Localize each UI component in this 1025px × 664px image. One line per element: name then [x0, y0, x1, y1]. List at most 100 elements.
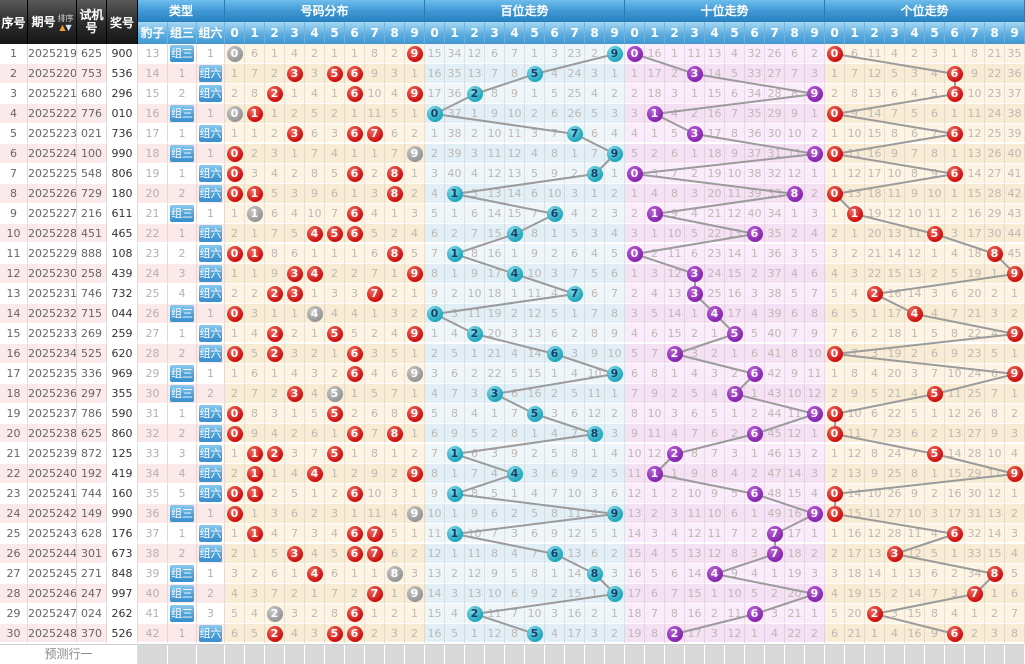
drawn-digit-ball: 7	[366, 546, 383, 562]
type-subheader: 豹子 组三 组六	[138, 22, 225, 44]
zusan-cell: 1	[168, 224, 197, 244]
hun-cell-7: 12	[565, 524, 585, 544]
uni-cell-4: 4	[905, 304, 925, 324]
ten-cell-1: 7	[645, 604, 665, 624]
dist-cell-0: 2	[225, 544, 245, 564]
dist-cell-6: 1	[345, 44, 365, 64]
digit-col-header-4: 4	[905, 22, 925, 44]
uni-cell-5: 6	[925, 344, 945, 364]
hun-cell-0: 15	[425, 44, 445, 64]
ten-cell-9: 3	[805, 204, 825, 224]
dist-cell-6: 6	[345, 604, 365, 624]
zusan-cell: 4	[168, 284, 197, 304]
uni-cell-6: 10	[945, 364, 965, 384]
ten-cell-7: 48	[765, 484, 785, 504]
ten-cell-0: 18	[625, 604, 645, 624]
prize-number-cell: 990	[107, 504, 138, 524]
drawn-digit-ball: 5	[526, 406, 543, 422]
ten-cell-8: 20	[785, 584, 805, 604]
dist-cell-3: 7	[285, 524, 305, 544]
sort-asc-icon[interactable]: ▲	[59, 22, 66, 32]
hun-cell-9: 2	[605, 84, 625, 104]
sort-control[interactable]: 排序 ▲▼	[58, 13, 74, 32]
hun-cell-2: 9	[465, 264, 485, 284]
hun-cell-1: 1	[445, 204, 465, 224]
period-cell: 2025243	[28, 524, 77, 544]
ten-cell-0: 9	[625, 424, 645, 444]
uni-cell-8: 6	[985, 364, 1005, 384]
dist-cell-0: 5	[225, 604, 245, 624]
zusan-cell: 组三	[168, 584, 197, 604]
ten-cell-1: 4	[645, 284, 665, 304]
dist-cell-4: 4	[305, 224, 325, 244]
predict-empty-cell-12	[405, 645, 425, 664]
prize-number-cell: 465	[107, 224, 138, 244]
digit-col-header-1: 1	[445, 22, 465, 44]
hun-cell-8: 1	[585, 584, 605, 604]
ten-cell-2: 2	[665, 64, 685, 84]
dist-cell-2: 2	[265, 384, 285, 404]
uni-cell-0: 4	[825, 264, 845, 284]
uni-cell-3: 25	[885, 464, 905, 484]
ten-cell-6: 6	[745, 224, 765, 244]
uni-cell-6: 8	[945, 324, 965, 344]
dist-cell-6: 1	[345, 384, 365, 404]
digit-col-header-9: 9	[1005, 22, 1025, 44]
hun-cell-9: 4	[605, 224, 625, 244]
ten-cell-9: 5	[805, 244, 825, 264]
zuliu-cell: 组六	[197, 264, 225, 284]
col-header-period: 期号 排序 ▲▼	[28, 0, 77, 44]
uni-cell-9: 2	[1005, 504, 1025, 524]
ten-cell-7: 3	[765, 604, 785, 624]
dist-cell-3: 5	[285, 484, 305, 504]
hun-cell-7: 11	[565, 504, 585, 524]
period-cell: 2025229	[28, 244, 77, 264]
digit-col-header-0: 0	[225, 22, 245, 44]
dist-cell-2: 2	[265, 624, 285, 644]
drawn-digit-ball: 8	[786, 186, 803, 202]
hun-cell-2: 5	[465, 424, 485, 444]
hun-cell-6: 2	[545, 584, 565, 604]
digit-col-header-6: 6	[545, 22, 565, 44]
period-cell: 2025233	[28, 324, 77, 344]
dist-cell-1: 3	[245, 164, 265, 184]
hun-cell-3: 22	[485, 364, 505, 384]
uni-cell-4: 2	[905, 44, 925, 64]
ten-cell-2: 10	[665, 224, 685, 244]
ten-cell-2: 6	[665, 144, 685, 164]
dist-cell-0: 0	[225, 484, 245, 504]
hun-cell-5: 4	[525, 144, 545, 164]
zusan-badge: 组三	[170, 585, 194, 602]
prize-number-cell: 439	[107, 264, 138, 284]
dist-cell-7: 11	[365, 104, 385, 124]
dist-cell-5: 2	[325, 104, 345, 124]
baozi-cell: 15	[138, 84, 168, 104]
uni-cell-9: 1	[1005, 484, 1025, 504]
hun-cell-1: 37	[445, 104, 465, 124]
uni-cell-1: 8	[845, 364, 865, 384]
dist-cell-0: 0	[225, 164, 245, 184]
dist-cell-0: 1	[225, 124, 245, 144]
digit-col-header-9: 9	[605, 22, 625, 44]
sort-desc-icon[interactable]: ▼	[65, 22, 72, 32]
uni-cell-1: 12	[845, 164, 865, 184]
zusan-cell: 1	[168, 324, 197, 344]
hun-cell-5: 9	[525, 584, 545, 604]
hun-cell-1: 2	[445, 284, 465, 304]
uni-cell-9: 8	[1005, 624, 1025, 644]
drawn-digit-ball: 8	[986, 566, 1003, 582]
dist-cell-4: 1	[305, 484, 325, 504]
drawn-digit-ball: 0	[226, 426, 243, 442]
dist-cell-3: 3	[285, 264, 305, 284]
hun-cell-6: 5	[545, 444, 565, 464]
dist-cell-1: 5	[245, 624, 265, 644]
drawn-digit-ball: 8	[386, 246, 403, 262]
ten-cell-5: 6	[725, 84, 745, 104]
uni-cell-7: 12	[965, 124, 985, 144]
drawn-digit-ball: 2	[866, 286, 883, 302]
hun-cell-7: 7	[565, 284, 585, 304]
ten-cell-4: 14	[705, 64, 725, 84]
hun-cell-4: 6	[505, 384, 525, 404]
zuliu-badge: 组六	[199, 345, 222, 362]
